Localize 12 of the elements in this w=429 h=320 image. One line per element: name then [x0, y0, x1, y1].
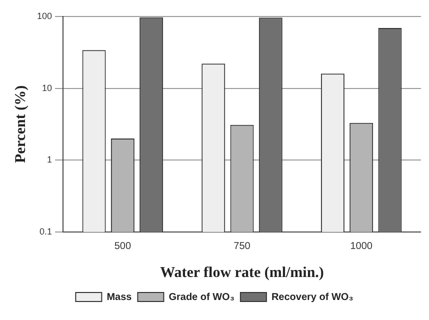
- y-tick-label: 0.1: [40, 226, 52, 236]
- legend-label: Grade of WO₃: [168, 292, 235, 303]
- legend-label: Mass: [106, 292, 132, 303]
- x-axis-title: Water flow rate (ml/min.): [160, 264, 324, 281]
- y-tick-label: 1: [47, 154, 52, 165]
- legend-label: Recovery of WO₃: [271, 292, 354, 303]
- x-tick-label: 500: [114, 240, 132, 252]
- y-tick-label: 10: [42, 82, 52, 93]
- y-tick-label: 100: [36, 10, 52, 21]
- y-axis-title: Percent (%): [12, 85, 29, 164]
- x-tick-label: 750: [234, 240, 251, 252]
- x-tick-label: 1000: [350, 240, 373, 252]
